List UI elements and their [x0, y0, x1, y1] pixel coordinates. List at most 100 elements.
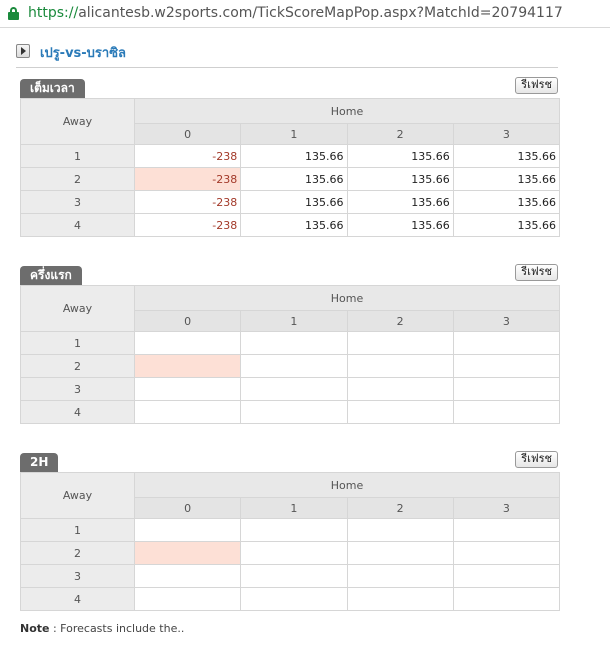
- score-cell[interactable]: 135.66: [346, 167, 454, 191]
- score-cell[interactable]: 135.66: [452, 144, 561, 168]
- score-cell[interactable]: -238: [133, 144, 242, 168]
- away-score-label: 3: [20, 377, 135, 401]
- score-cell[interactable]: 135.66: [240, 213, 348, 237]
- away-score-label: 4: [20, 400, 135, 424]
- home-header: Home: [134, 285, 560, 311]
- score-cell[interactable]: [346, 564, 454, 588]
- table-row: 2 -238 135.66 135.66 135.66: [20, 167, 561, 191]
- score-cell[interactable]: [240, 587, 348, 611]
- home-score-header: 0: [133, 310, 242, 332]
- away-header: Away: [20, 472, 135, 519]
- score-cell[interactable]: [346, 587, 454, 611]
- table-row: 2: [20, 541, 561, 565]
- section-tab: ครึ่งแรก: [20, 266, 82, 285]
- lock-icon: [8, 7, 19, 20]
- score-cell[interactable]: [133, 400, 242, 424]
- score-table: Away Home 0 1 2 3 1 2 3 4: [20, 472, 561, 611]
- score-cell[interactable]: [133, 564, 242, 588]
- match-title: เปรู-vs-บราซิล: [40, 46, 127, 61]
- table-row: 4: [20, 400, 561, 424]
- footer-note: Note : Forecasts include the..: [20, 622, 185, 635]
- away-score-label: 2: [20, 354, 135, 378]
- score-cell[interactable]: [452, 377, 561, 401]
- expand-arrow-icon[interactable]: [16, 44, 30, 58]
- score-cell[interactable]: 135.66: [240, 190, 348, 214]
- home-score-header: 0: [133, 123, 242, 145]
- table-row: 4 -238 135.66 135.66 135.66: [20, 213, 561, 237]
- away-score-label: 3: [20, 564, 135, 588]
- score-cell[interactable]: [133, 518, 242, 542]
- away-score-label: 4: [20, 213, 135, 237]
- table-row: 2: [20, 354, 561, 378]
- score-cell[interactable]: [452, 400, 561, 424]
- score-cell[interactable]: [452, 518, 561, 542]
- score-cell[interactable]: [240, 541, 348, 565]
- score-cell[interactable]: [452, 354, 561, 378]
- address-bar[interactable]: https://alicantesb.w2sports.com/TickScor…: [0, 0, 610, 28]
- score-cell[interactable]: 135.66: [452, 213, 561, 237]
- table-row: 1 -238 135.66 135.66 135.66: [20, 144, 561, 168]
- table-row: 1: [20, 331, 561, 355]
- home-score-header: 1: [240, 123, 348, 145]
- score-cell[interactable]: [346, 541, 454, 565]
- score-table: Away Home 0 1 2 3 1 2 3 4: [20, 285, 561, 424]
- home-score-header: 3: [452, 310, 561, 332]
- score-cell[interactable]: 135.66: [346, 190, 454, 214]
- score-cell[interactable]: [346, 518, 454, 542]
- score-cell[interactable]: 135.66: [346, 213, 454, 237]
- score-cell[interactable]: [240, 331, 348, 355]
- score-cell[interactable]: [452, 331, 561, 355]
- score-cell[interactable]: [346, 331, 454, 355]
- refresh-button[interactable]: รีเฟรช: [515, 264, 558, 281]
- refresh-button[interactable]: รีเฟรช: [515, 77, 558, 94]
- section-tab: 2H: [20, 453, 59, 472]
- score-cell[interactable]: [133, 354, 242, 378]
- home-score-header: 2: [346, 497, 454, 519]
- home-score-header: 3: [452, 497, 561, 519]
- score-cell[interactable]: [452, 541, 561, 565]
- score-cell[interactable]: [452, 564, 561, 588]
- score-cell[interactable]: [346, 377, 454, 401]
- away-score-label: 1: [20, 144, 135, 168]
- score-cell[interactable]: [346, 400, 454, 424]
- score-cell[interactable]: [133, 331, 242, 355]
- home-header: Home: [134, 472, 560, 498]
- score-cell[interactable]: [240, 354, 348, 378]
- score-cell[interactable]: 135.66: [452, 190, 561, 214]
- score-cell[interactable]: 135.66: [346, 144, 454, 168]
- table-row: 3 -238 135.66 135.66 135.66: [20, 190, 561, 214]
- score-cell[interactable]: 135.66: [240, 167, 348, 191]
- score-cell[interactable]: [133, 377, 242, 401]
- home-score-header: 1: [240, 497, 348, 519]
- match-header: เปรู-vs-บราซิล: [16, 42, 558, 68]
- score-cell[interactable]: [346, 354, 454, 378]
- url-text[interactable]: https://alicantesb.w2sports.com/TickScor…: [28, 5, 563, 21]
- home-score-header: 0: [133, 497, 242, 519]
- score-cell[interactable]: [240, 518, 348, 542]
- away-score-label: 1: [20, 331, 135, 355]
- score-cell[interactable]: -238: [133, 167, 242, 191]
- home-header: Home: [134, 98, 560, 124]
- score-cell[interactable]: -238: [133, 190, 242, 214]
- score-cell[interactable]: 135.66: [452, 167, 561, 191]
- score-cell[interactable]: [452, 587, 561, 611]
- section-tab: เต็มเวลา: [20, 79, 85, 98]
- away-score-label: 1: [20, 518, 135, 542]
- table-row: 3: [20, 564, 561, 588]
- score-cell[interactable]: [133, 541, 242, 565]
- home-score-header: 1: [240, 310, 348, 332]
- away-header: Away: [20, 98, 135, 145]
- refresh-button[interactable]: รีเฟรช: [515, 451, 558, 468]
- score-cell[interactable]: -238: [133, 213, 242, 237]
- score-cell[interactable]: [240, 400, 348, 424]
- score-cell[interactable]: [240, 564, 348, 588]
- score-cell[interactable]: [133, 587, 242, 611]
- away-header: Away: [20, 285, 135, 332]
- away-score-label: 4: [20, 587, 135, 611]
- home-score-header: 2: [346, 123, 454, 145]
- score-cell[interactable]: 135.66: [240, 144, 348, 168]
- home-score-header: 3: [452, 123, 561, 145]
- away-score-label: 2: [20, 541, 135, 565]
- score-cell[interactable]: [240, 377, 348, 401]
- table-row: 1: [20, 518, 561, 542]
